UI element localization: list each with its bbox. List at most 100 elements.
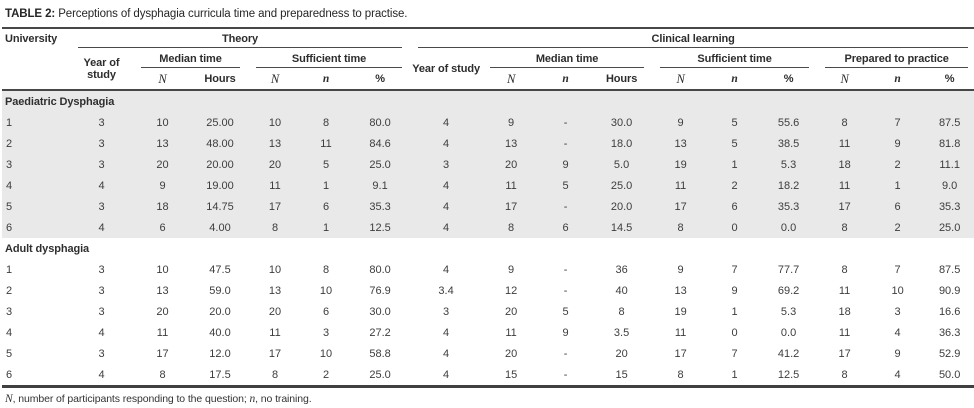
value-cell: 17 xyxy=(268,347,282,360)
university-cell: 3 xyxy=(2,154,70,175)
university-cell: 6 xyxy=(2,217,70,238)
value-cell: 13 xyxy=(156,284,169,297)
value-cell: 4 xyxy=(443,347,450,360)
col-header-N: N xyxy=(817,69,873,91)
value-cell: 19.00 xyxy=(192,175,248,196)
value-cell: 3 xyxy=(70,196,133,217)
value-cell: 1 xyxy=(872,175,924,196)
value-cell: 4 xyxy=(443,326,450,339)
value-cell: 4 xyxy=(410,217,483,238)
col-header-n: n xyxy=(540,69,592,91)
value-cell: 10 xyxy=(156,263,169,276)
value-cell: 4 xyxy=(410,175,483,196)
value-cell: 11 xyxy=(817,133,873,154)
table-row: 4 4 11 40.0 11 3 27.2 4 11 9 3.5 11 0 0.0 11 4 36.3 xyxy=(2,322,974,343)
value-cell: 5 xyxy=(302,154,350,175)
value-cell: 20.0 xyxy=(209,305,231,318)
value-cell: 9 xyxy=(562,326,569,339)
table-row: 6 4 8 17.5 8 2 25.0 4 15-15 8 1 12.5 8 4 50.0 xyxy=(2,364,974,388)
value-cell: 4 xyxy=(410,112,483,133)
value-cell: 20 xyxy=(482,154,541,175)
value-cell: 7 xyxy=(731,347,738,360)
value-cell: 25.0 xyxy=(923,217,974,238)
value-cell: - xyxy=(540,112,592,133)
value-cell: 10 xyxy=(248,112,302,133)
value-cell: 3 xyxy=(70,112,133,133)
value-cell: 8 xyxy=(322,263,330,276)
university-cell: 1 xyxy=(2,112,70,133)
value-cell: 9 xyxy=(540,154,592,175)
footnote-N-symbol: N xyxy=(5,393,13,405)
value-cell: 4 xyxy=(70,175,133,196)
value-cell: 40.0 xyxy=(209,326,231,339)
N-symbol: N xyxy=(676,71,685,86)
value-cell: 12.0 xyxy=(209,347,231,360)
value-cell: 41.2 xyxy=(777,347,800,360)
value-cell: 11 xyxy=(156,326,169,339)
value-cell: - xyxy=(540,133,592,154)
value-cell: 8 xyxy=(817,112,873,133)
N-symbol: N xyxy=(506,71,516,86)
value-cell: 7 xyxy=(731,263,738,276)
value-cell: 8 xyxy=(302,112,350,133)
value-cell: 14.5 xyxy=(591,217,653,238)
value-cell: 8 xyxy=(652,364,710,388)
table-title: TABLE 2: Perceptions of dysphagia curric… xyxy=(2,0,972,27)
value-cell: 8 xyxy=(248,364,302,388)
value-cell: 25.0 xyxy=(350,364,411,388)
value-cell: 5.3 xyxy=(780,305,797,318)
n-symbol: n xyxy=(894,73,901,85)
value-cell: 7 xyxy=(894,263,901,276)
col-header-hours: Hours xyxy=(192,69,248,91)
table-row: 2 3 13 59.0 13 10 76.9 3.4 12 - 40 13 9 69.2 11 10 90.9 xyxy=(2,280,974,301)
value-cell: 1 xyxy=(709,364,761,388)
value-cell: 3 xyxy=(443,305,450,318)
value-cell: 19 xyxy=(674,305,687,318)
value-cell: 7 xyxy=(872,112,924,133)
value-cell: 84.6 xyxy=(350,133,411,154)
value-cell: 36.3 xyxy=(938,326,961,339)
col-header-hours: Hours xyxy=(591,69,653,91)
value-cell: 11.1 xyxy=(923,154,974,175)
table-row: 1 3 10 47.5 10 8 80.0 4 9 - 36 9 7 77.7 8 7 87.5 xyxy=(2,259,974,280)
value-cell: 11 xyxy=(838,326,851,339)
university-cell: 5 xyxy=(2,196,70,217)
value-cell: 55.6 xyxy=(760,112,818,133)
col-group-clinical-learning: Clinical learning xyxy=(410,27,974,49)
N-symbol: N xyxy=(270,71,280,86)
table-row: 1 3 10 25.00 10 8 80.0 4 9-30.0 9 5 55.6 8 7 87.5 xyxy=(2,112,974,133)
value-cell: 40 xyxy=(615,284,628,297)
value-cell: 16.6 xyxy=(938,305,961,318)
value-cell: 2 xyxy=(872,217,924,238)
value-cell: 15 xyxy=(482,364,541,388)
value-cell: 30.0 xyxy=(591,112,653,133)
col-header-n: n xyxy=(709,69,761,91)
university-cell: 4 xyxy=(6,326,13,339)
value-cell: 17.5 xyxy=(192,364,248,388)
value-cell: 81.8 xyxy=(923,133,974,154)
value-cell: 1 xyxy=(709,154,761,175)
value-cell: 3 xyxy=(894,305,901,318)
value-cell: 58.8 xyxy=(369,347,391,360)
section-paediatric-dysphagia: Paediatric Dysphagia 1 3 10 25.00 10 8 80.0 4 9-3… xyxy=(2,90,974,238)
value-cell: - xyxy=(563,263,568,276)
value-cell: 87.5 xyxy=(938,263,961,276)
value-cell: 5.3 xyxy=(760,154,818,175)
value-cell: 9 xyxy=(677,263,684,276)
value-cell: 9 xyxy=(508,263,515,276)
value-cell: 2 xyxy=(872,154,924,175)
header-row-groups: University Theory Clinical learning xyxy=(2,27,974,91)
value-cell: 3 xyxy=(70,133,133,154)
university-cell: 6 xyxy=(2,364,70,388)
value-cell: 6 xyxy=(709,196,761,217)
col-header-clinical-year-of-study: Year of study xyxy=(410,49,483,91)
value-cell: 35.3 xyxy=(350,196,411,217)
table-row: 4 4 9 19.00 11 1 9.1 4 11 5 25.0 11 2 18.2 11 1 9.0 xyxy=(2,175,974,196)
university-cell: 4 xyxy=(2,175,70,196)
value-cell: 13 xyxy=(674,284,687,297)
value-cell: 59.0 xyxy=(209,284,231,297)
value-cell: 4 xyxy=(70,217,133,238)
value-cell: 13 xyxy=(133,133,192,154)
value-cell: 4 xyxy=(98,326,105,339)
footnote-n-symbol: n xyxy=(249,393,256,405)
